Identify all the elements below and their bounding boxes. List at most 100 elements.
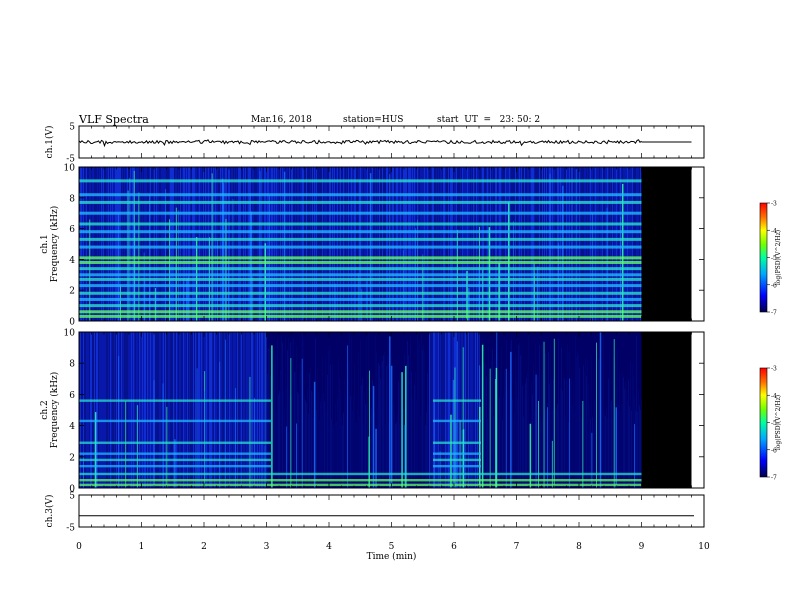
spectrogram-band [295, 483, 301, 487]
spectrogram-noise-column [635, 167, 636, 321]
spectrogram-noise-column [153, 167, 154, 321]
spectrogram-band [367, 472, 373, 476]
spectrogram-noise-column [615, 167, 616, 321]
spectrogram-noise-column [315, 167, 316, 321]
spectrogram-noise-column [630, 361, 631, 488]
spectrogram-band [607, 472, 613, 476]
spectrogram-noise-column [366, 338, 367, 488]
spectrogram-noise-column [143, 332, 144, 488]
spectrogram-band [475, 472, 481, 476]
spectrogram-noise-column [183, 332, 184, 488]
spectrogram-band [517, 472, 523, 476]
spectrogram-noise-column [139, 332, 140, 488]
spectrogram-noise-column [104, 332, 105, 488]
spectrogram-band [595, 479, 601, 482]
spectrogram-band [79, 200, 642, 204]
spectrogram-noise-column [532, 167, 533, 321]
spectrogram-band [205, 464, 211, 468]
spectrogram-noise-column [521, 167, 522, 321]
spectrogram-band [433, 479, 439, 482]
spectrogram-band [139, 441, 145, 444]
spectrogram-noise-column [264, 332, 265, 488]
spectrogram-noise-column [571, 167, 572, 321]
spectrogram-noise-column [605, 167, 606, 321]
spectrogram-noise-column [559, 167, 560, 321]
spectrogram-noise-column [270, 375, 271, 488]
spectrogram-band [91, 419, 97, 423]
spectrogram-noise-column [151, 167, 152, 321]
spectrogram-noise-column [216, 167, 217, 321]
spectrogram-band [181, 441, 187, 444]
spectrogram-noise-column [599, 361, 600, 488]
spectrogram-noise-column [109, 167, 110, 321]
spectrogram-noise-column [365, 167, 366, 321]
spectrogram-noise-column [609, 352, 610, 488]
spectrogram-noise-column [101, 332, 102, 488]
spectrogram-noise-column [232, 332, 233, 488]
spectrogram-noise-column [588, 384, 589, 488]
spectrogram-band [229, 441, 235, 444]
spectrogram-noise-column [339, 377, 340, 488]
spectrogram-band [103, 458, 109, 462]
spectrogram-band [541, 479, 547, 482]
spectrogram-noise-column [519, 167, 520, 321]
spectrogram-noise-column [243, 332, 244, 488]
spectrogram-band [103, 483, 109, 487]
spectrogram-band [127, 419, 133, 423]
spectrogram-band [463, 399, 469, 402]
spectrogram-band [79, 193, 642, 197]
spectrogram-noise-column [363, 167, 364, 321]
spectrogram-band [91, 464, 97, 468]
spectrogram-noise-column [397, 167, 398, 321]
spectrogram-band [253, 472, 259, 476]
spectrogram-band [91, 479, 97, 482]
spectrogram-noise-column [402, 167, 403, 321]
spectrogram-noise-column [385, 167, 386, 321]
spectrogram-band [115, 458, 121, 462]
spectrogram-band [187, 479, 193, 482]
spectrogram-band [139, 483, 145, 487]
spectrogram-noise-column [580, 402, 581, 488]
spectrogram-band [619, 472, 625, 476]
spectrogram-noise-column [368, 332, 369, 488]
spectrogram-noise-column [586, 167, 587, 321]
spectrogram-noise-column [274, 361, 275, 488]
spectrogram-noise-column [338, 167, 339, 321]
spectrogram-band [181, 472, 187, 476]
spectrogram-band [451, 458, 457, 462]
spectrogram-noise-column [247, 332, 248, 488]
spectrogram-band [283, 483, 289, 487]
station-label: station=HUS [343, 115, 404, 125]
spectrogram-noise-column [591, 167, 592, 321]
spectrogram-band [547, 472, 553, 476]
spectrogram-noise-column [105, 332, 106, 488]
spectrogram-band [463, 441, 469, 444]
spectrogram-noise-column [628, 379, 629, 488]
spectrogram-noise-column [90, 332, 91, 488]
spectrogram-noise-column [318, 392, 319, 488]
spectrogram-noise-column [605, 415, 606, 488]
spectrogram-band [271, 472, 277, 476]
spectrogram-noise-column [272, 167, 273, 321]
spectrogram-noise-column [587, 167, 588, 321]
spectrogram-band [631, 472, 637, 476]
spectrogram-band [157, 441, 163, 444]
spectrogram-noise-column [574, 410, 575, 488]
spectrogram-noise-column [98, 332, 99, 488]
spectrogram-noise-column [129, 332, 130, 488]
spectrogram-noise-column [396, 167, 397, 321]
spectrogram-noise-column [544, 409, 545, 488]
spectrogram-noise-column [322, 167, 323, 321]
spectrogram-noise-column [330, 364, 331, 488]
spectrogram-noise-column [522, 167, 523, 321]
spectrogram-noise-column [285, 336, 286, 488]
spectrogram-noise-column [437, 167, 438, 321]
spectrogram-noise-column [432, 332, 433, 488]
spectrogram-noise-column [428, 405, 429, 488]
spectrogram-noise-column [334, 167, 335, 321]
spectrogram-noise-column [446, 167, 447, 321]
spectrogram-noise-column [616, 167, 617, 321]
spectrogram-band [253, 479, 259, 482]
spectrogram-noise-column [527, 167, 528, 321]
no-data-region [641, 332, 692, 488]
